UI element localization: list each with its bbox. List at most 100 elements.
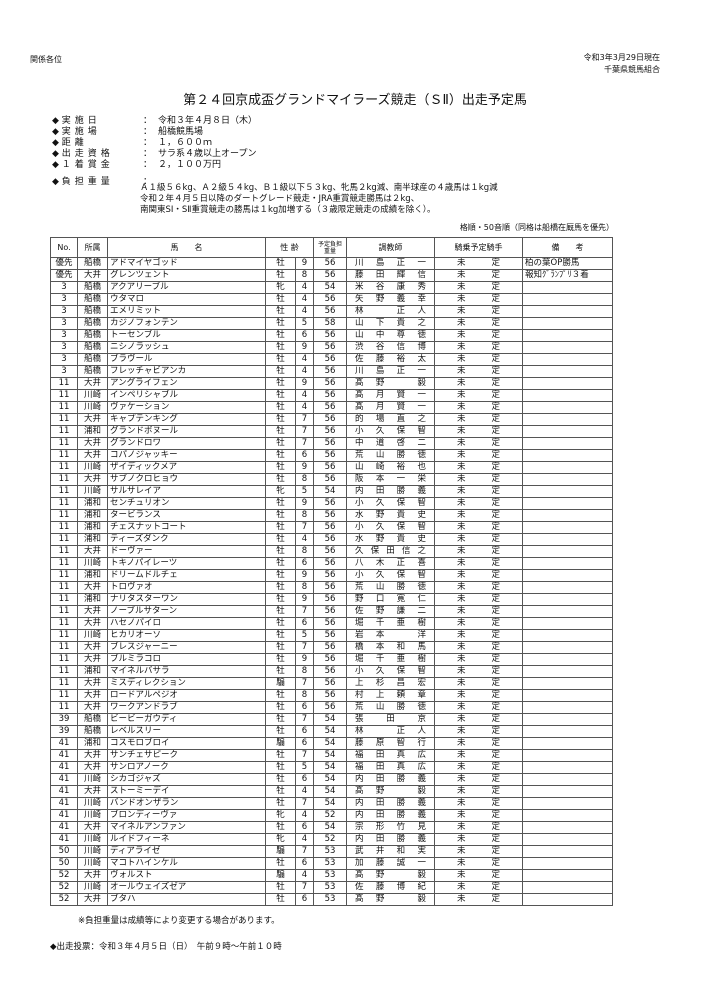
info-value: ２，１００万円: [158, 160, 222, 170]
cell-age: 5: [295, 317, 314, 330]
cell-age: 4: [295, 389, 314, 402]
cell-jockey: 未定: [434, 425, 523, 438]
cell-weight: 58: [313, 317, 347, 330]
cell-affiliation: 川崎: [77, 881, 108, 894]
table-row: 11 大井 ドーヴァー牡 8 56 久保田信之 未定: [50, 545, 613, 558]
cell-affiliation: 大井: [77, 413, 108, 426]
cell-sex: 牡: [265, 377, 296, 390]
cell-age: 9: [295, 497, 314, 510]
cell-trainer: 渋谷信博: [346, 341, 435, 354]
cell-sex: 牡: [265, 665, 296, 678]
cell-no: 11: [50, 605, 78, 618]
cell-weight: 54: [313, 281, 347, 294]
cell-age: 8: [295, 509, 314, 522]
cell-horse: ビービーガウディ: [107, 713, 266, 726]
cell-jockey: 未定: [434, 785, 523, 798]
cell-age: 6: [295, 617, 314, 630]
cell-horse: タービランス: [107, 509, 266, 522]
cell-horse: ニシノラッシュ: [107, 341, 266, 354]
cell-no: 11: [50, 461, 78, 474]
cell-horse: ティーズダンク: [107, 533, 266, 546]
cell-weight: 56: [313, 701, 347, 714]
cell-affiliation: 川崎: [77, 845, 108, 858]
cell-jockey: 未定: [434, 713, 523, 726]
cell-no: 11: [50, 665, 78, 678]
cell-no: 3: [50, 281, 78, 294]
col-no: No.: [50, 237, 78, 258]
cell-no: 50: [50, 845, 78, 858]
cell-remarks: [522, 665, 613, 678]
cell-remarks: [522, 785, 613, 798]
cell-trainer: 髙月賢一: [346, 401, 435, 414]
cell-sex: 牡: [265, 701, 296, 714]
cell-affiliation: 川崎: [77, 461, 108, 474]
cell-sex: 牡: [265, 785, 296, 798]
cell-trainer: 荒山勝徳: [346, 581, 435, 594]
table-row: 41 大井 ストーミーデイ牡 4 54 髙野 毅未定: [50, 785, 613, 798]
colon: ：: [142, 116, 152, 126]
cell-age: 8: [295, 665, 314, 678]
cell-horse: チェスナットコート: [107, 521, 266, 534]
cell-no: 11: [50, 485, 78, 498]
info-value: サラ系４歳以上オープン: [158, 149, 257, 159]
cell-age: 6: [295, 737, 314, 750]
cell-affiliation: 大井: [77, 605, 108, 618]
entry-vote: ◆出走投票：令和３年４月５日（日） 午前９時～午前１０時: [50, 942, 282, 952]
cell-affiliation: 浦和: [77, 425, 108, 438]
cell-no: 11: [50, 401, 78, 414]
cell-remarks: [522, 893, 613, 906]
cell-trainer: 林 正人: [346, 725, 435, 738]
table-row: 52 大井 ブタハ牡 6 53 髙野 毅未定: [50, 893, 613, 906]
info-label: １着賞金: [61, 160, 114, 170]
cell-no: 11: [50, 569, 78, 582]
cell-jockey: 未定: [434, 857, 523, 870]
cell-horse: ノーブルサターン: [107, 605, 266, 618]
cell-jockey: 未定: [434, 389, 523, 402]
cell-remarks: [522, 329, 613, 342]
cell-horse: コスモロブロイ: [107, 737, 266, 750]
cell-remarks: [522, 305, 613, 318]
info-label: 実施日: [61, 116, 101, 126]
cell-trainer: 水野貴史: [346, 509, 435, 522]
addressee: 関係各位: [30, 55, 62, 64]
cell-weight: 52: [313, 809, 347, 822]
cell-jockey: 未定: [434, 569, 523, 582]
cell-trainer: 阪本一栄: [346, 473, 435, 486]
col-jockey: 騎乗予定騎手: [434, 237, 523, 258]
weight-rule: 南関東SⅠ・SⅡ重賞競走の勝馬は１kg加増する（３歳限定競走の成績を除く）。: [140, 205, 436, 215]
cell-trainer: 上杉昌宏: [346, 677, 435, 690]
table-row: 39 船橋 ビービーガウディ牡 7 54 張田京 未定: [50, 713, 613, 726]
weight-rule: Ａ１級５６kg、Ａ２級５４kg、Ｂ１級以下５３kg、牝馬２kg減、南半球産の４歳…: [140, 183, 498, 193]
cell-no: 11: [50, 545, 78, 558]
cell-no: 39: [50, 713, 78, 726]
cell-horse: バンドオンザラン: [107, 797, 266, 810]
cell-weight: 56: [313, 413, 347, 426]
diamond-icon: ◆: [52, 138, 62, 148]
table-row: 3 船橋 ブラヴール牡 4 56 佐藤裕太 未定: [50, 353, 613, 366]
cell-horse: カジノフォンテン: [107, 317, 266, 330]
cell-weight: 54: [313, 485, 347, 498]
cell-age: 7: [295, 521, 314, 534]
info-label: 出走資格: [61, 149, 114, 159]
cell-age: 4: [295, 869, 314, 882]
cell-trainer: 小久保智: [346, 665, 435, 678]
cell-no: 11: [50, 473, 78, 486]
cell-remarks: [522, 881, 613, 894]
cell-weight: 56: [313, 377, 347, 390]
cell-jockey: 未定: [434, 701, 523, 714]
cell-age: 5: [295, 629, 314, 642]
cell-weight: 53: [313, 869, 347, 882]
cell-horse: ブルミラコロ: [107, 653, 266, 666]
cell-affiliation: 船橋: [77, 281, 108, 294]
cell-weight: 56: [313, 269, 347, 282]
cell-affiliation: 大井: [77, 701, 108, 714]
cell-age: 5: [295, 485, 314, 498]
cell-sex: 牡: [265, 593, 296, 606]
cell-trainer: 岩本 洋: [346, 629, 435, 642]
table-row: 41 大井 サンチェサピーク牡 7 54 福田真広 未定: [50, 749, 613, 762]
cell-age: 6: [295, 725, 314, 738]
cell-weight: 56: [313, 341, 347, 354]
cell-sex: 牡: [265, 761, 296, 774]
cell-weight: 54: [313, 737, 347, 750]
cell-weight: 54: [313, 749, 347, 762]
